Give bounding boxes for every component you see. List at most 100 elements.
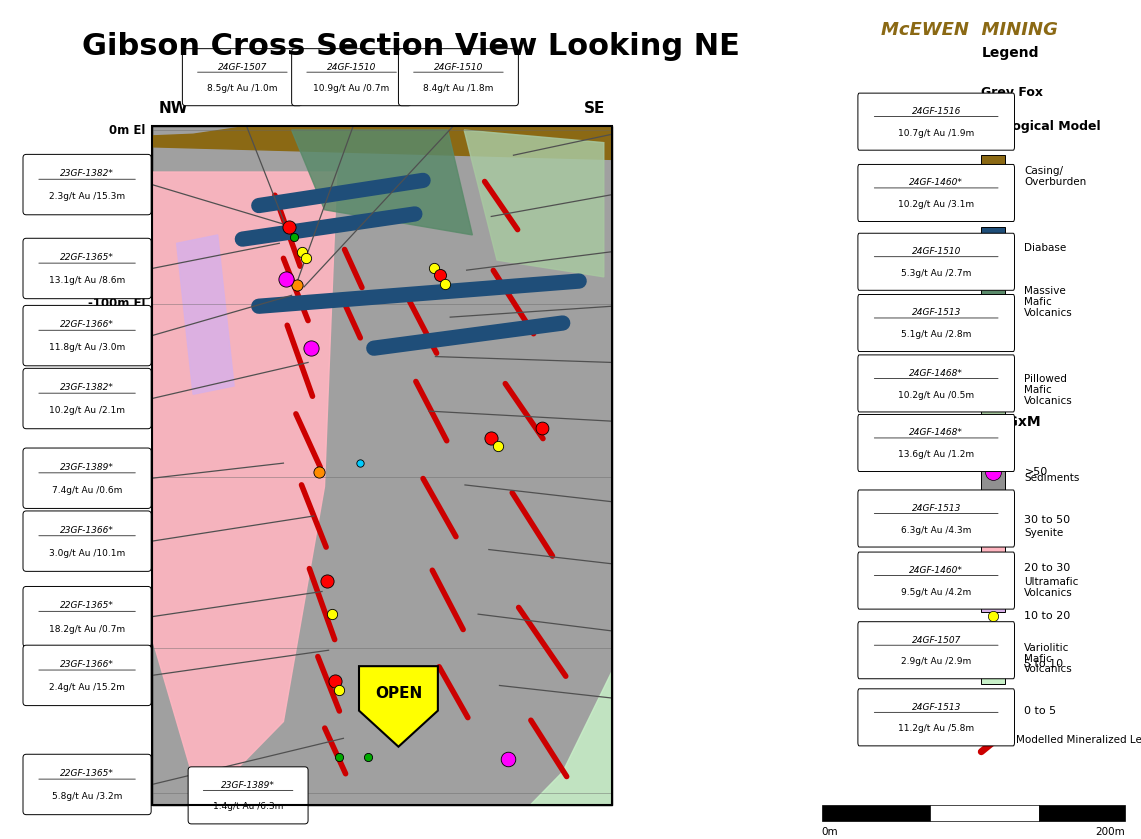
Point — [533, 421, 551, 435]
Text: 23GF-1382*: 23GF-1382* — [60, 383, 114, 393]
Text: 24GF-1516: 24GF-1516 — [912, 107, 961, 116]
Text: 7.4g/t Au /0.6m: 7.4g/t Au /0.6m — [51, 486, 122, 495]
Text: 24GF-1510: 24GF-1510 — [327, 63, 377, 71]
Point — [985, 466, 1003, 479]
Text: 30 to 50: 30 to 50 — [1025, 515, 1070, 525]
Point — [309, 465, 327, 478]
Point — [483, 431, 501, 445]
Text: Grey Fox: Grey Fox — [981, 86, 1043, 99]
Text: 6.3g/t Au /4.3m: 6.3g/t Au /4.3m — [901, 525, 971, 534]
Bar — [981, 155, 1005, 201]
Point — [280, 220, 298, 233]
Text: 2.3g/t Au /15.3m: 2.3g/t Au /15.3m — [49, 192, 126, 201]
Text: 24GF-1507: 24GF-1507 — [912, 636, 961, 644]
FancyBboxPatch shape — [23, 305, 151, 366]
FancyBboxPatch shape — [858, 622, 1014, 679]
Text: 10.9g/t Au /0.7m: 10.9g/t Au /0.7m — [314, 84, 390, 93]
Text: 10.7g/t Au /1.9m: 10.7g/t Au /1.9m — [898, 128, 974, 138]
Text: SE: SE — [584, 101, 606, 116]
Bar — [822, 805, 930, 821]
Text: 0m: 0m — [822, 827, 839, 837]
Text: 3.0g/t Au /10.1m: 3.0g/t Au /10.1m — [49, 549, 126, 558]
Text: Massive
Mafic
Volcanics: Massive Mafic Volcanics — [1025, 286, 1074, 318]
FancyBboxPatch shape — [183, 49, 302, 106]
Text: Legend: Legend — [981, 46, 1038, 60]
Text: 24GF-1513: 24GF-1513 — [912, 309, 961, 317]
Point — [293, 245, 311, 258]
Bar — [981, 457, 1005, 503]
Text: 18.2g/t Au /0.7m: 18.2g/t Au /0.7m — [49, 624, 126, 633]
Polygon shape — [292, 130, 472, 235]
FancyBboxPatch shape — [188, 767, 308, 824]
Text: -100m El: -100m El — [88, 297, 145, 310]
Text: 2.4g/t Au /15.2m: 2.4g/t Au /15.2m — [49, 683, 126, 692]
Point — [424, 262, 443, 275]
FancyBboxPatch shape — [858, 233, 1014, 290]
FancyBboxPatch shape — [23, 511, 151, 571]
Text: 200m: 200m — [1095, 827, 1125, 837]
Text: 5.1g/t Au /2.8m: 5.1g/t Au /2.8m — [901, 330, 971, 339]
Text: Variolitic
Mafic
Volcanics: Variolitic Mafic Volcanics — [1025, 643, 1074, 675]
Text: 0 to 5: 0 to 5 — [1025, 706, 1057, 717]
Polygon shape — [529, 671, 612, 805]
Text: Modelled Mineralized Lenses: Modelled Mineralized Lenses — [1017, 735, 1141, 745]
FancyBboxPatch shape — [398, 49, 518, 106]
Point — [985, 657, 1003, 670]
Text: 24GF-1513: 24GF-1513 — [912, 703, 961, 711]
Point — [985, 561, 1003, 575]
Text: MᴄEWEN  MINING: MᴄEWEN MINING — [881, 21, 1059, 39]
Bar — [930, 805, 1038, 821]
Text: 22GF-1365*: 22GF-1365* — [60, 769, 114, 779]
FancyBboxPatch shape — [858, 164, 1014, 221]
Bar — [981, 638, 1005, 684]
Text: 1.4g/t Au /6.3m: 1.4g/t Au /6.3m — [213, 802, 283, 811]
Text: 5 to 10: 5 to 10 — [1025, 659, 1063, 669]
Point — [289, 279, 307, 292]
Text: Pillowed
Mafic
Volcanics: Pillowed Mafic Volcanics — [1025, 374, 1074, 406]
Polygon shape — [152, 126, 612, 159]
Polygon shape — [359, 666, 438, 747]
Text: 22GF-1365*: 22GF-1365* — [60, 253, 114, 263]
Bar — [152, 126, 612, 805]
Text: Au GxM: Au GxM — [981, 415, 1041, 430]
Text: 24GF-1510: 24GF-1510 — [434, 63, 483, 71]
Point — [285, 230, 304, 243]
Text: 13.1g/t Au /8.6m: 13.1g/t Au /8.6m — [49, 276, 126, 285]
FancyBboxPatch shape — [858, 689, 1014, 746]
FancyBboxPatch shape — [23, 645, 151, 706]
Text: 11.2g/t Au /5.8m: 11.2g/t Au /5.8m — [898, 724, 974, 733]
Text: 24GF-1460*: 24GF-1460* — [909, 566, 963, 575]
Bar — [981, 512, 1005, 558]
Polygon shape — [177, 235, 234, 394]
Point — [985, 705, 1003, 718]
FancyBboxPatch shape — [23, 238, 151, 299]
Polygon shape — [464, 130, 604, 277]
FancyBboxPatch shape — [858, 490, 1014, 547]
Text: Gibson Cross Section View Looking NE: Gibson Cross Section View Looking NE — [82, 32, 739, 61]
Bar — [981, 566, 1005, 612]
Text: 11.8g/t Au /3.0m: 11.8g/t Au /3.0m — [49, 343, 126, 352]
Text: Geological Model: Geological Model — [981, 120, 1101, 133]
Text: Syenite: Syenite — [1025, 528, 1063, 538]
Point — [985, 513, 1003, 527]
Text: 23GF-1389*: 23GF-1389* — [60, 463, 114, 472]
Text: 8.4g/t Au /1.8m: 8.4g/t Au /1.8m — [423, 84, 494, 93]
Point — [277, 272, 296, 285]
Text: 24GF-1513: 24GF-1513 — [912, 504, 961, 513]
Bar — [152, 126, 612, 805]
Text: 5.8g/t Au /3.2m: 5.8g/t Au /3.2m — [51, 792, 122, 801]
Text: Diabase: Diabase — [1025, 242, 1067, 253]
Point — [326, 675, 345, 688]
Text: Sediments: Sediments — [1025, 473, 1079, 483]
Polygon shape — [152, 172, 337, 805]
Text: 22GF-1365*: 22GF-1365* — [60, 602, 114, 611]
FancyBboxPatch shape — [858, 414, 1014, 472]
Text: 10.2g/t Au /2.1m: 10.2g/t Au /2.1m — [49, 406, 126, 415]
Text: 23GF-1366*: 23GF-1366* — [60, 526, 114, 535]
Point — [330, 683, 348, 696]
Point — [499, 753, 517, 766]
Text: 10.2g/t Au /3.1m: 10.2g/t Au /3.1m — [898, 200, 974, 209]
Point — [431, 268, 450, 282]
Point — [297, 252, 315, 265]
Point — [318, 574, 337, 587]
